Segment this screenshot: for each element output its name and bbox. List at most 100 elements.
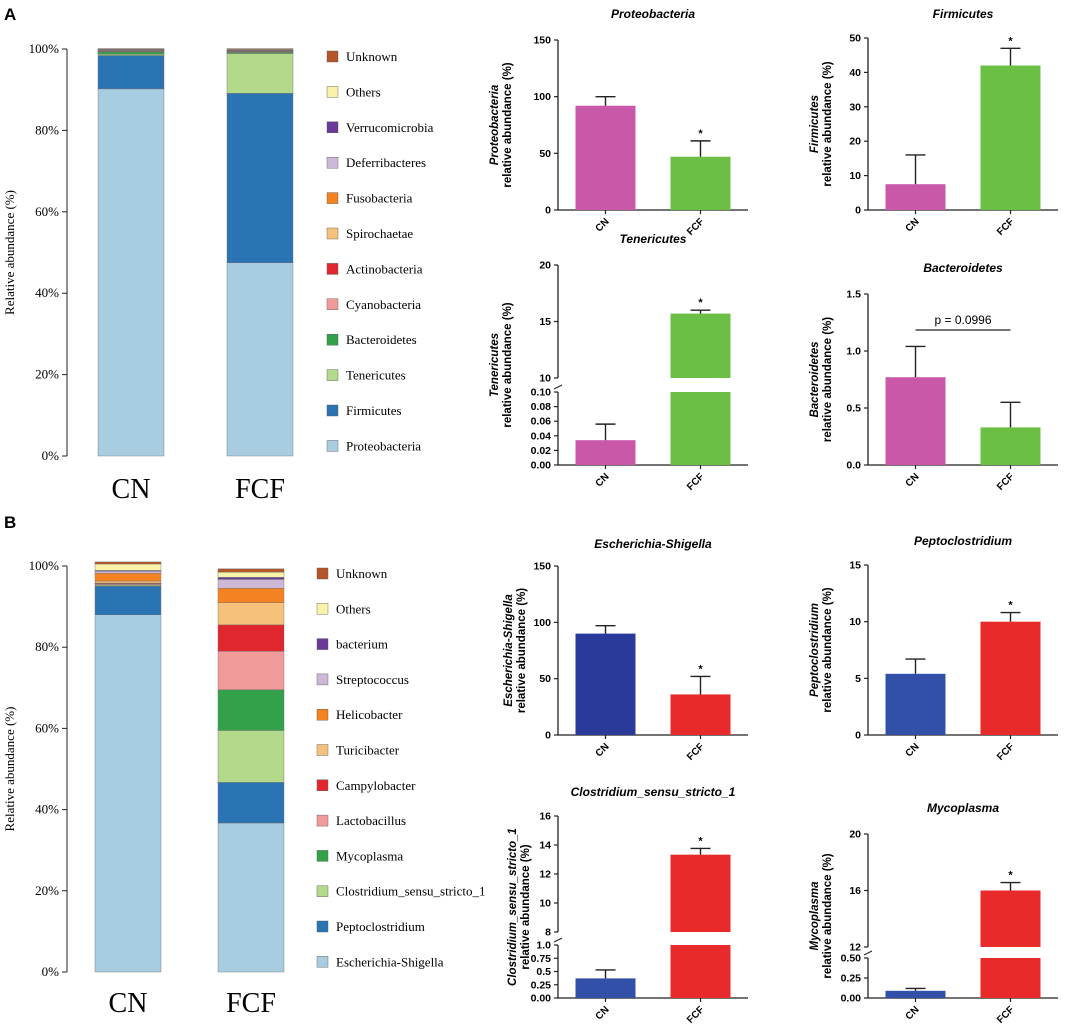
- bar-fcf-lower: [670, 945, 731, 998]
- bar-fcf: [980, 65, 1041, 211]
- y-tick-label: 0%: [42, 448, 60, 463]
- legend-label-unknown: Unknown: [336, 566, 388, 581]
- legend-label-escherichia-shigella: Escherichia-Shigella: [336, 954, 444, 969]
- x-category-label: CN: [904, 741, 922, 759]
- y-axis-label-taxon: Firmicutes: [809, 95, 821, 153]
- y-axis-label-unit: relative abundance (%): [822, 317, 834, 442]
- bar-chart-proteobacteria: 0 50 100 150 CN * FCF Proteobacteria Proteobacte…: [489, 7, 748, 238]
- stack-segment-bacterium: [217, 577, 285, 580]
- bar-cn: [885, 377, 946, 465]
- stack-segment-streptococcus: [217, 579, 285, 589]
- legend-label-helicobacter: Helicobacter: [336, 707, 403, 722]
- bar-chart-escherichia-shigella: 0 50 100 150 CN * FCF Escherichia-Shigella Esche…: [503, 537, 748, 763]
- x-category-label: FCF: [995, 471, 1017, 493]
- legend-swatch-verrucomicrobia: [326, 121, 339, 134]
- bar-fcf: [980, 427, 1041, 465]
- x-category-label: CN: [594, 1004, 612, 1022]
- y-axis-label-unit: relative abundance (%): [520, 844, 532, 969]
- x-category-label: CN: [594, 741, 612, 759]
- stack-segment-escherichia-shigella: [94, 614, 162, 973]
- significance-marker: *: [1008, 870, 1013, 882]
- stack-segment-unknown: [217, 568, 285, 573]
- x-category-label: FCF: [226, 988, 276, 1019]
- y-tick-label: 20%: [35, 367, 59, 382]
- y-tick-label: 0.25: [531, 979, 552, 991]
- y-tick-label: 150: [533, 561, 551, 573]
- bar-cn: [575, 440, 636, 465]
- legend-label-lactobacillus: Lactobacillus: [336, 813, 406, 828]
- x-category-label: FCF: [685, 471, 707, 493]
- legend-label-mycoplasma: Mycoplasma: [336, 848, 403, 863]
- stack-segment-helicobacter: [94, 573, 162, 582]
- bar-fcf-upper: [670, 313, 731, 378]
- y-tick-label: 20: [849, 136, 861, 148]
- significance-marker: *: [698, 297, 703, 309]
- legend-swatch-turicibacter: [316, 744, 329, 756]
- stack-segment-others: [94, 563, 162, 571]
- y-axis-label-unit: relative abundance (%): [822, 61, 834, 186]
- y-tick-label: 10: [849, 616, 861, 628]
- x-category-label: CN: [594, 471, 612, 489]
- legend-swatch-escherichia-shigella: [316, 956, 329, 968]
- y-axis-label-unit: relative abundance (%): [822, 853, 834, 978]
- bar-fcf-lower: [670, 392, 731, 465]
- stack-segment-helicobacter: [217, 588, 285, 603]
- y-tick-label: 8: [545, 927, 551, 939]
- legend-swatch-others: [326, 86, 339, 98]
- y-tick-label: 5: [855, 673, 861, 685]
- stack-segment-firmicutes: [226, 93, 294, 263]
- y-tick-label: 0.25: [841, 973, 862, 985]
- x-category-label: FCF: [685, 216, 707, 238]
- y-axis-label-unit: relative abundance (%): [502, 62, 514, 187]
- x-category-label: CN: [112, 474, 151, 505]
- bar-fcf-upper: [980, 890, 1041, 947]
- legend-label-peptoclostridium: Peptoclostridium: [336, 919, 425, 934]
- legend-swatch-clostridium-sensu-stricto-1: [316, 885, 329, 897]
- y-axis-label-unit: relative abundance (%): [822, 587, 834, 712]
- y-tick-label: 80%: [35, 639, 59, 654]
- stack-segment-lactobacillus: [217, 651, 285, 691]
- axis-break-mark: [553, 937, 563, 943]
- legend-label-fusobacteria: Fusobacteria: [346, 191, 413, 206]
- x-category-label: FCF: [235, 474, 285, 505]
- y-tick-label: 16: [539, 811, 551, 823]
- legend-label-tenericutes: Tenericutes: [346, 368, 406, 383]
- legend-swatch-spirochaetae: [326, 227, 339, 240]
- stack-segment-firmicutes: [97, 55, 165, 90]
- y-tick-label: 50: [539, 673, 551, 685]
- y-tick-label: 60%: [35, 204, 59, 219]
- bar-chart-bacteroidetes: 0.0 0.5 1.0 1.5 CN FCF p = 0.0996 Bacteroidetes…: [809, 261, 1058, 493]
- y-tick-label: 0.00: [531, 460, 552, 472]
- panel-label-a: A: [4, 5, 16, 24]
- x-category-label: FCF: [995, 741, 1017, 763]
- y-tick-label: 150: [533, 35, 551, 47]
- y-axis-label-unit: relative abundance (%): [502, 302, 514, 427]
- y-axis-label-taxon: Peptoclostridium: [809, 603, 821, 697]
- legend-swatch-bacteroidetes: [326, 334, 339, 346]
- y-axis-label: Relative abundance (%): [2, 707, 17, 832]
- chart-title: Mycoplasma: [927, 801, 999, 815]
- significance-marker: *: [698, 128, 703, 140]
- bar-fcf-upper: [670, 854, 731, 932]
- bar-fcf-lower: [980, 958, 1041, 998]
- significance-marker: *: [1008, 600, 1013, 612]
- stack-segment-unknown: [97, 48, 165, 50]
- legend-label-deferribacteres: Deferribacteres: [346, 155, 426, 170]
- significance-marker: *: [698, 663, 703, 675]
- stack-segment-unknown: [226, 48, 294, 50]
- legend-swatch-unknown: [326, 50, 339, 63]
- y-axis-label-unit: relative abundance (%): [516, 588, 528, 713]
- y-tick-label: 0.50: [841, 953, 862, 965]
- x-category-label: CN: [904, 471, 922, 489]
- stack-segment-unknown: [94, 561, 162, 565]
- stacked-chart-a: 0% 20% 40% 60% 80% 100% Relative abundance (%)…: [2, 41, 434, 505]
- legend-swatch-mycoplasma: [316, 850, 329, 862]
- y-axis-label-taxon: Mycoplasma: [809, 881, 821, 951]
- stack-segment-proteobacteria: [97, 88, 165, 457]
- x-category-label: CN: [904, 1004, 922, 1022]
- legend-label-cyanobacteria: Cyanobacteria: [346, 297, 421, 312]
- y-tick-label: 20: [849, 829, 861, 841]
